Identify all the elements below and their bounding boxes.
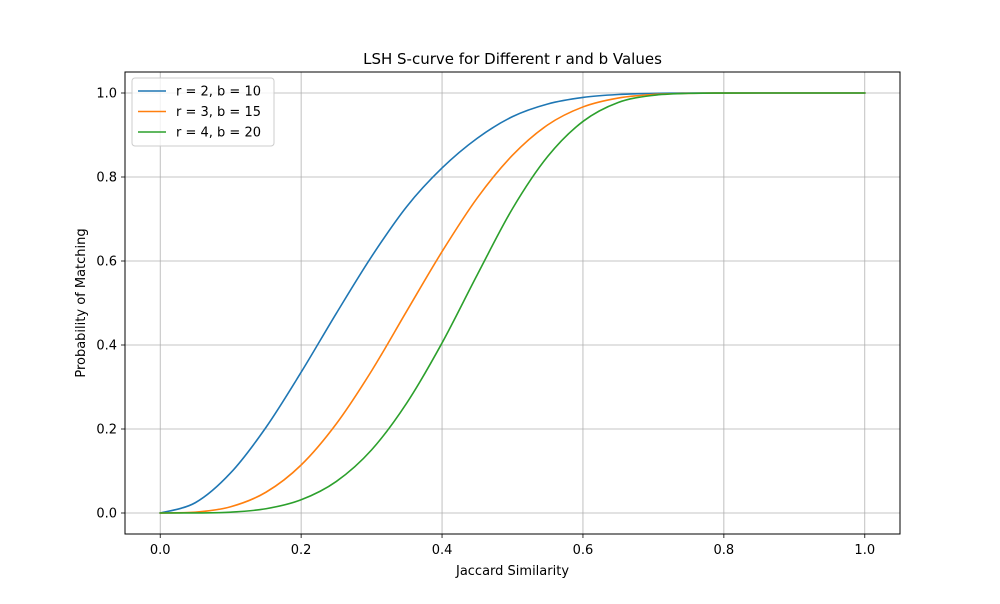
x-axis-label: Jaccard Similarity bbox=[455, 564, 569, 579]
axis-ticks: 0.0 0.2 0.4 0.6 0.8 1.0 0.0 0.2 0.4 0.6 0.8 1.0 bbox=[96, 87, 875, 559]
grid bbox=[125, 72, 900, 534]
series-line-3 bbox=[159, 92, 866, 514]
y-tick-label: 0.6 bbox=[96, 255, 117, 270]
y-tick-label: 0.2 bbox=[96, 423, 117, 438]
legend: r = 2, b = 10 r = 3, b = 15 r = 4, b = 20 bbox=[131, 77, 275, 147]
x-tick-label: 0.6 bbox=[573, 543, 594, 558]
y-axis-label: Probability of Matching bbox=[74, 228, 89, 377]
legend-label-2: r = 3, b = 15 bbox=[176, 105, 261, 120]
legend-label-3: r = 4, b = 20 bbox=[176, 126, 261, 141]
x-tick-label: 0.2 bbox=[291, 543, 312, 558]
series-lines bbox=[159, 92, 866, 514]
y-tick-label: 0.8 bbox=[96, 171, 117, 186]
x-tick-label: 1.0 bbox=[854, 543, 875, 558]
y-tick-label: 1.0 bbox=[96, 87, 117, 102]
y-tick-label: 0.4 bbox=[96, 339, 117, 354]
legend-box bbox=[131, 77, 275, 147]
y-tick-label: 0.0 bbox=[96, 507, 117, 522]
legend-label-1: r = 2, b = 10 bbox=[176, 85, 261, 100]
x-tick-label: 0.4 bbox=[432, 543, 453, 558]
x-tick-label: 0.0 bbox=[150, 543, 171, 558]
x-tick-label: 0.8 bbox=[714, 543, 735, 558]
plot-area-frame bbox=[124, 71, 901, 535]
chart-title: LSH S-curve for Different r and b Values bbox=[363, 50, 662, 68]
